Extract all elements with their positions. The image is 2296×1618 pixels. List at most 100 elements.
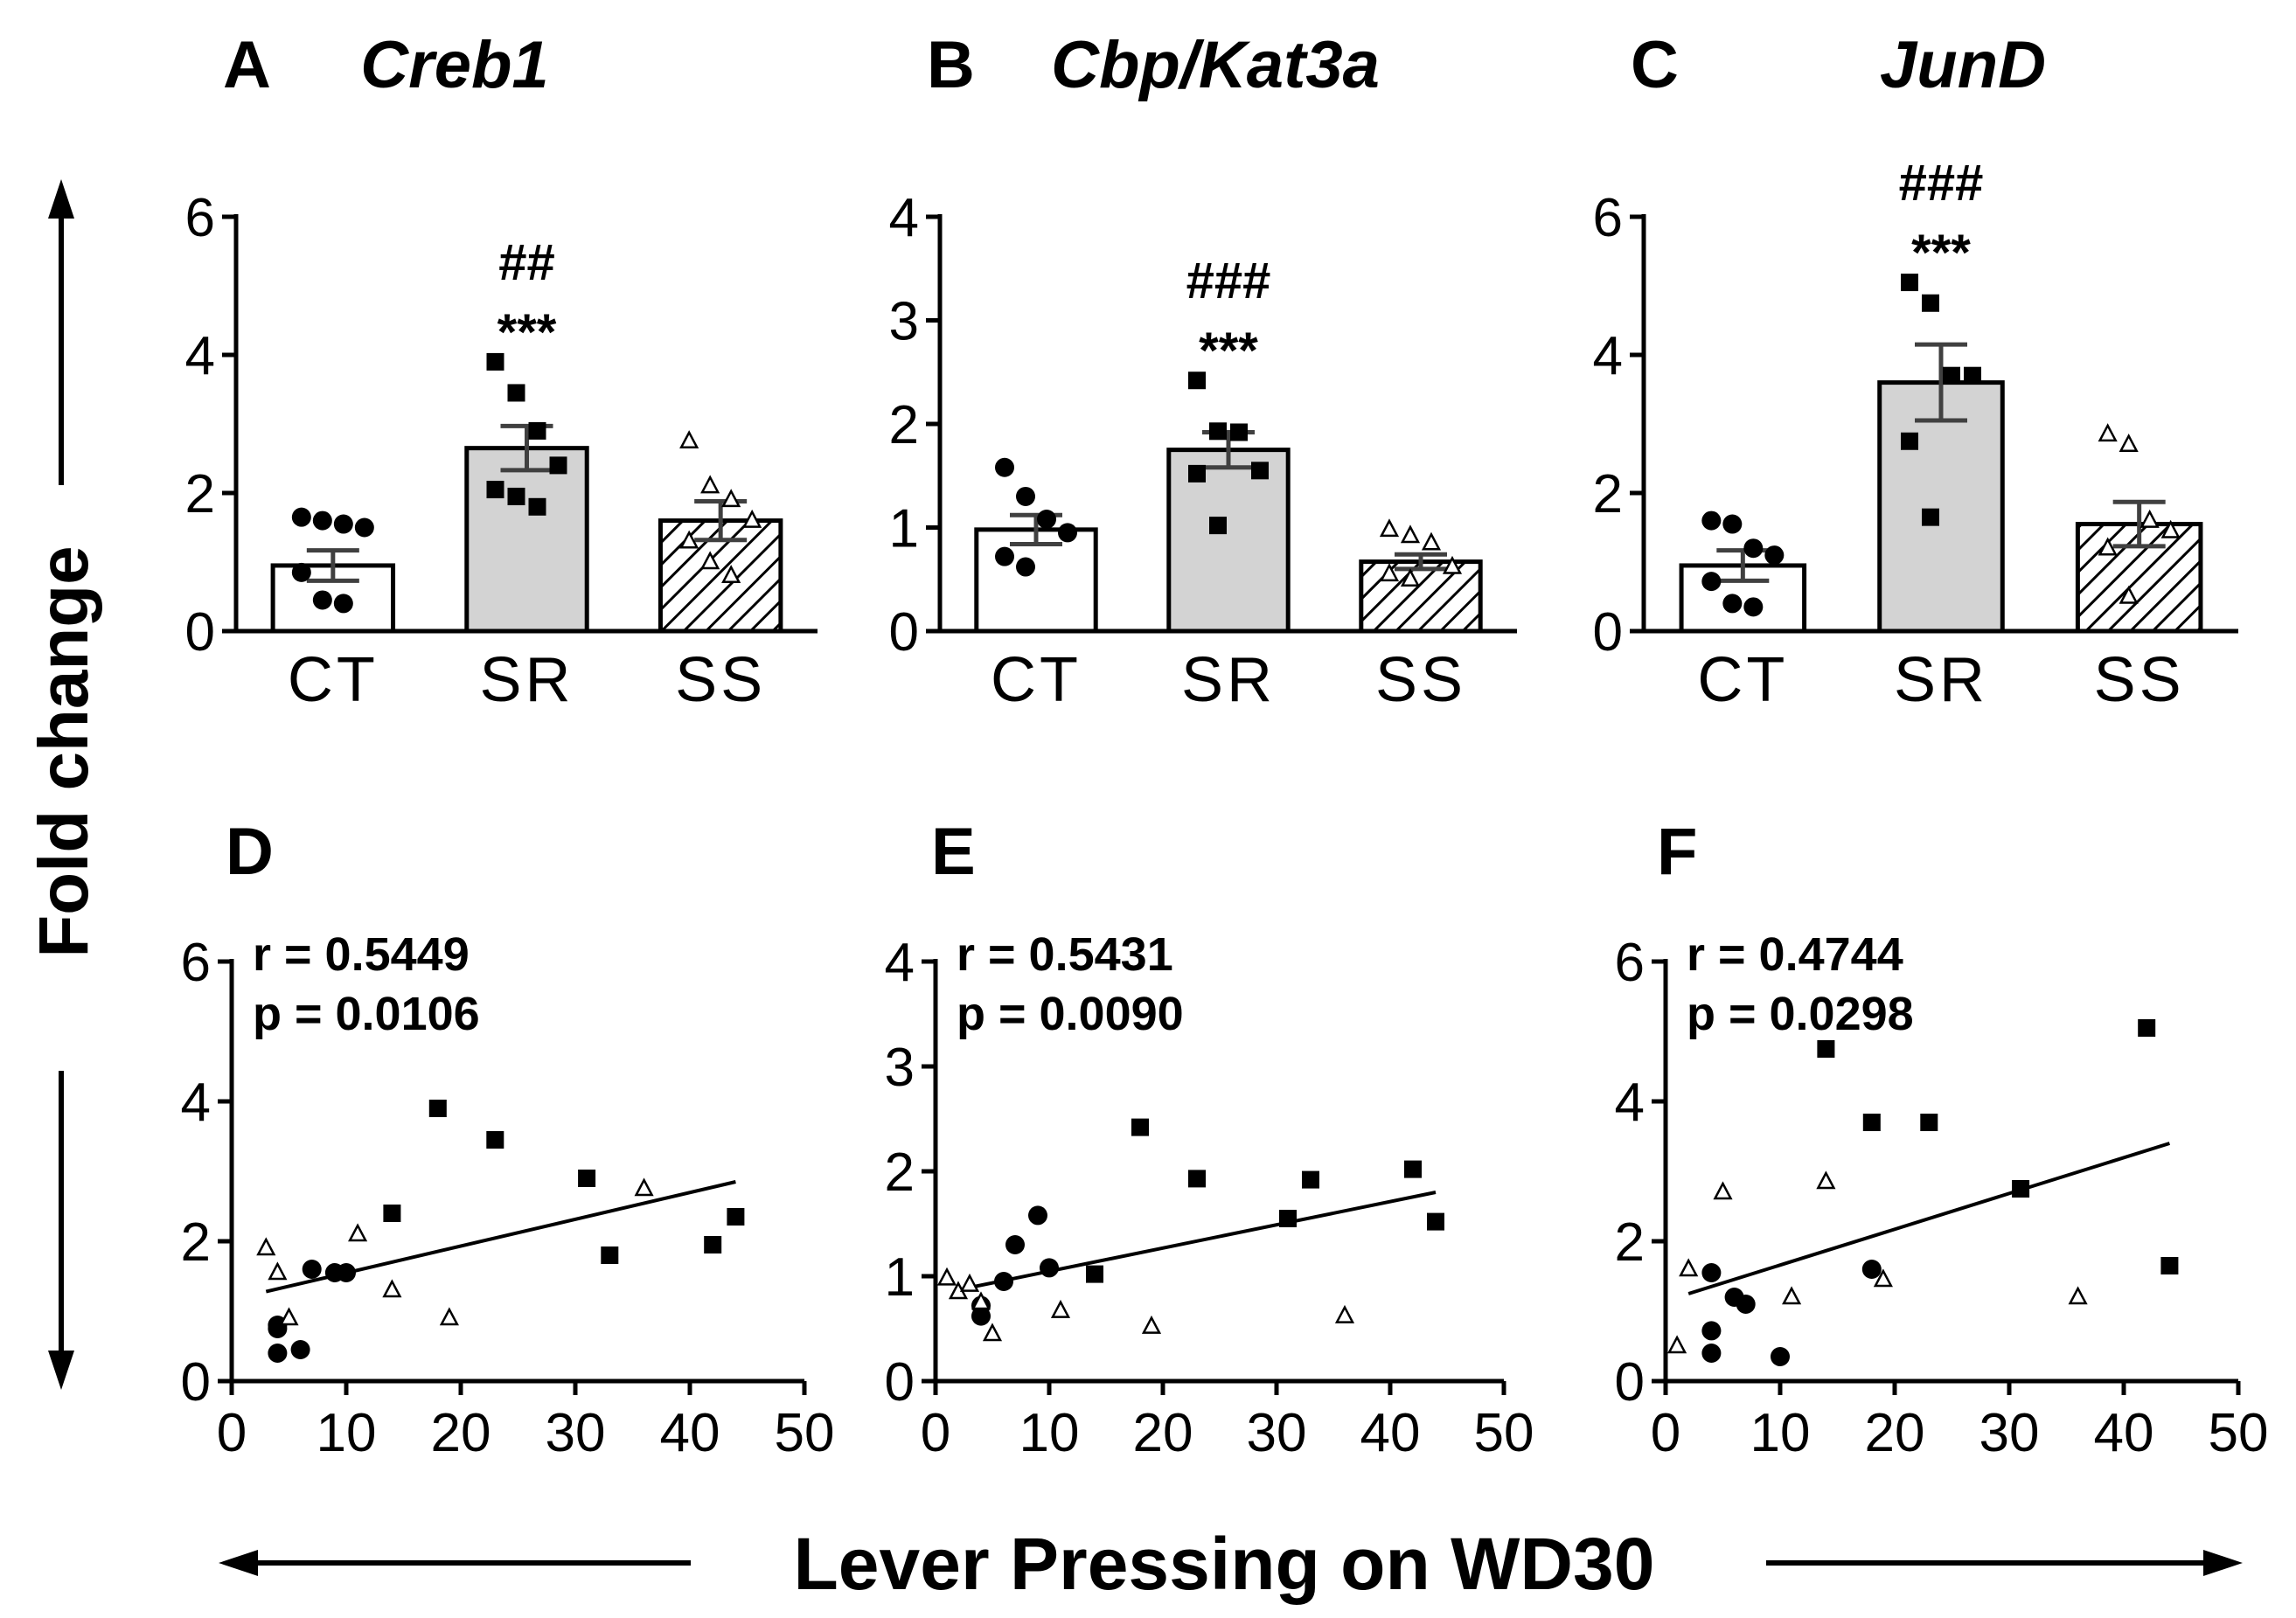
y-tick-label: 0 (181, 1352, 211, 1413)
significance-marker: ### (1186, 253, 1271, 309)
data-point (528, 421, 546, 440)
y-tick-label: 0 (185, 602, 215, 663)
panel-letter: B (927, 28, 975, 102)
data-point (486, 481, 504, 499)
y-tick-label: 4 (1593, 326, 1623, 386)
data-point (2139, 509, 2160, 528)
x-tick-label: 50 (775, 1403, 835, 1463)
scatter-point-CT (268, 1344, 288, 1363)
data-point (549, 456, 567, 475)
y-tick-label: 6 (185, 188, 215, 248)
data-point (1764, 545, 1785, 566)
x-axis-label: Lever Pressing on WD30 (794, 1523, 1655, 1605)
y-tick-label: 6 (1593, 188, 1623, 248)
category-label: SS (2094, 645, 2185, 715)
significance-marker: *** (1199, 323, 1258, 379)
y-tick-label: 0 (1615, 1352, 1645, 1413)
scatter-point-CT (1701, 1344, 1722, 1363)
scatter-point-SR (1920, 1114, 1938, 1131)
data-point (1722, 514, 1743, 534)
data-point (1016, 486, 1035, 506)
data-point (2119, 434, 2139, 452)
y-tick-label: 4 (1615, 1073, 1645, 1133)
category-label: CT (288, 645, 379, 715)
bar-SS (1359, 559, 1483, 634)
x-tick-label: 40 (660, 1403, 720, 1463)
x-tick-label: 0 (1651, 1403, 1680, 1463)
scatter-point-SR (1817, 1040, 1835, 1058)
x-axis-label-group: Lever Pressing on WD30 (219, 1523, 2243, 1605)
scatter-point-SR (1086, 1265, 1103, 1283)
scatter-point-SR (1131, 1118, 1149, 1136)
data-point (1209, 517, 1227, 535)
scatter-point-SR (486, 1131, 504, 1149)
data-point (721, 489, 741, 508)
x-tick-label: 30 (1979, 1403, 2040, 1463)
panel-letter: F (1657, 815, 1697, 889)
data-point (1230, 423, 1248, 441)
panel-letter: E (931, 815, 976, 889)
data-point (1379, 563, 1400, 582)
scatter-point-SS (2068, 1286, 2088, 1305)
category-label: SR (479, 645, 574, 715)
data-point (1442, 555, 1463, 574)
panel-A: A Creb1 0 2 4 6 CT SR SS *** ## (185, 28, 818, 715)
x-tick-label: 40 (2094, 1403, 2154, 1463)
scatter-point-SR (727, 1208, 745, 1226)
scatter-point-SR (704, 1236, 722, 1253)
gene-title: Cbp/Kat3a (1051, 28, 1380, 102)
data-point (1943, 366, 1960, 385)
scatter-point-SR (601, 1246, 619, 1264)
scatter-point-SS (382, 1279, 402, 1298)
y-tick-label: 0 (1593, 602, 1623, 663)
data-point (2098, 537, 2118, 556)
scatter-point-CT (1701, 1263, 1722, 1282)
data-point (1901, 274, 1918, 292)
category-label: SR (1894, 645, 1988, 715)
x-arrow-left-head (219, 1550, 258, 1576)
bar-SR (1877, 380, 2005, 634)
scatter-point-SS (634, 1177, 654, 1197)
scatter-point-SR (2138, 1019, 2156, 1037)
data-point (1400, 568, 1421, 587)
p-value: p = 0.0090 (957, 988, 1184, 1040)
data-point (1964, 366, 1981, 385)
significance-marker: *** (1911, 225, 1971, 281)
regression-line (957, 1191, 1437, 1292)
scatter-point-SS (268, 1261, 288, 1281)
data-point (333, 514, 353, 534)
x-tick-label: 20 (1133, 1403, 1193, 1463)
data-point (1251, 462, 1269, 480)
y-tick-label: 3 (885, 1038, 915, 1098)
panel-letter: C (1631, 28, 1679, 102)
y-axis-label-group: Fold change (24, 179, 102, 1390)
r-value: r = 0.5449 (253, 928, 470, 981)
scatter-point-CT (302, 1260, 322, 1279)
y-tick-label: 2 (885, 1142, 915, 1203)
data-point (1922, 294, 1939, 312)
x-tick-label: 10 (1750, 1403, 1811, 1463)
scatter-point-CT (1861, 1260, 1882, 1279)
scatter-point-SR (1188, 1170, 1206, 1188)
data-point (1209, 422, 1227, 441)
data-point (528, 497, 546, 516)
scatter-point-CT (290, 1340, 310, 1359)
scatter-point-SS (1050, 1299, 1071, 1318)
scatter-point-SS (971, 1291, 991, 1310)
x-tick-label: 50 (1474, 1403, 1534, 1463)
y-tick-label: 1 (885, 1247, 915, 1308)
data-point (2098, 423, 2118, 442)
y-tick-label: 0 (885, 1352, 915, 1413)
scatter-point-SR (2012, 1180, 2030, 1198)
y-tick-label: 6 (181, 933, 211, 993)
y-tick-label: 3 (889, 292, 919, 352)
scatter-point-CT (337, 1263, 356, 1282)
data-point (2160, 519, 2181, 538)
data-point (333, 594, 353, 614)
gene-title: Creb1 (360, 28, 548, 102)
scatter-point-SS (279, 1307, 299, 1326)
y-arrow-down-head (48, 1351, 74, 1390)
bar-SR (1166, 448, 1291, 634)
scatter-point-SS (1873, 1268, 1893, 1288)
